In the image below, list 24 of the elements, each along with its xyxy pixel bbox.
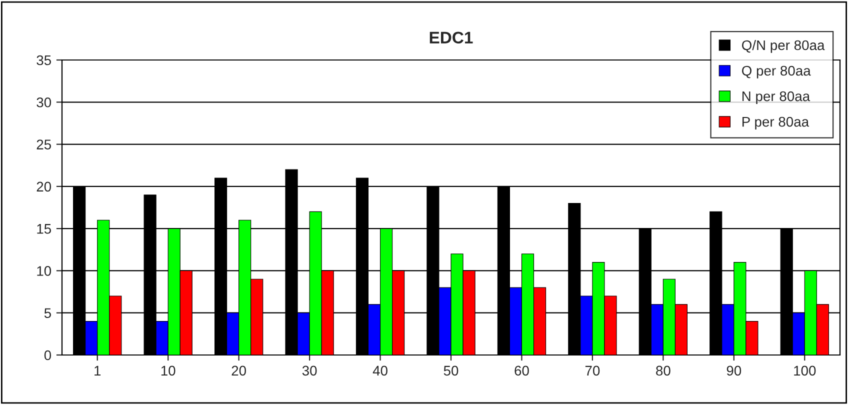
legend-label: P per 80aa: [742, 116, 810, 130]
x-tick-label: 40: [372, 366, 388, 376]
x-tick-label: 20: [232, 366, 246, 376]
y-tick-label: 10: [37, 266, 52, 276]
y-tick-label: 15: [37, 224, 52, 234]
y-tick-label: 25: [36, 140, 52, 150]
chart-title: EDC1: [430, 32, 473, 44]
x-tick-label: 50: [444, 366, 458, 376]
x-tick-label: 10: [161, 366, 176, 376]
legend-label: N per 80aa: [742, 91, 810, 104]
x-tick-label: 60: [514, 366, 529, 376]
y-tick-label: 30: [36, 97, 52, 108]
x-tick-label: 80: [656, 366, 670, 376]
x-tick-label: 1: [94, 366, 101, 376]
legend-label: Q per 80aa: [742, 66, 811, 78]
legend-label: Q/N per 80aa: [742, 40, 825, 53]
y-tick-label: 0: [44, 350, 52, 360]
x-tick-label: 70: [585, 366, 600, 376]
x-tick-label: 30: [302, 366, 317, 376]
x-tick-label: 100: [794, 366, 816, 376]
x-tick-label: 90: [726, 366, 742, 376]
y-tick-label: 5: [44, 308, 51, 318]
y-tick-label: 20: [36, 182, 52, 192]
y-tick-label: 35: [36, 55, 52, 66]
